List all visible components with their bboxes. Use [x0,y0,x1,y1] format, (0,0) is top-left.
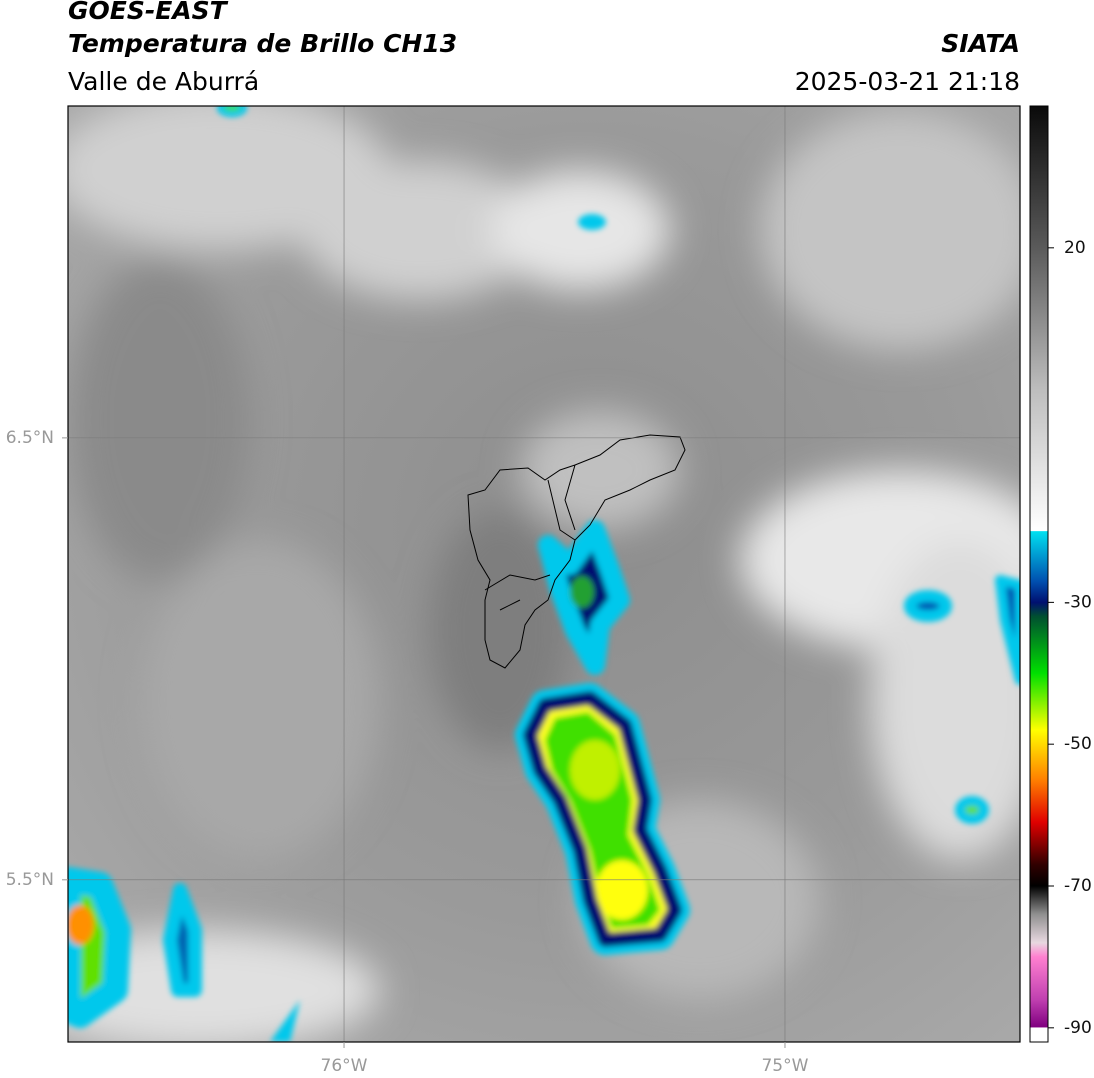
y-tick-label: 6.5°N [6,428,54,448]
colorbar-tick-label: -50 [1064,734,1092,754]
title: GOES-EAST [68,0,229,25]
colorbar [1029,105,1049,1043]
x-tick-label: 75°W [761,1056,808,1076]
y-tick-label: 5.5°N [6,870,54,890]
colorbar-tick-label: -30 [1064,592,1092,612]
map-image [68,106,1020,1042]
subtitle: Temperatura de Brillo CH13 [68,29,457,58]
datetime: 2025-03-21 21:18 [795,67,1020,96]
region: Valle de Aburrá [68,67,259,96]
colorbar-tick-label: 20 [1064,238,1086,258]
colorbar-tick-label: -70 [1064,876,1092,896]
x-tick-label: 76°W [321,1056,368,1076]
colorbar-tick-label: -90 [1064,1018,1092,1038]
source: SIATA [941,29,1020,58]
valle-boundary [467,434,686,669]
map-frame [67,105,1021,1043]
